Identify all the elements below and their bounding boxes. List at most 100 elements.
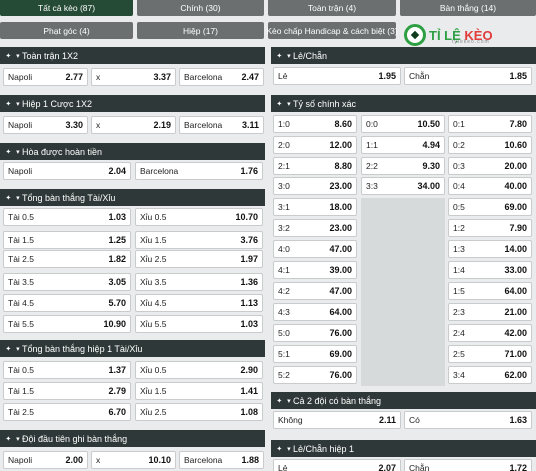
odds-cell[interactable]: 2:0 12.00 bbox=[273, 136, 357, 154]
odds-cell[interactable]: 0:3 20.00 bbox=[448, 157, 532, 175]
odds-cell[interactable]: 5:2 76.00 bbox=[273, 366, 357, 384]
tab-4[interactable]: Phạt góc (4) bbox=[0, 22, 133, 39]
tab-0[interactable]: Tất cả kèo (87) bbox=[0, 0, 133, 16]
odds-cell[interactable]: Napoli 2.04 bbox=[3, 162, 131, 180]
odds-cell[interactable]: 2:4 42.00 bbox=[448, 324, 532, 342]
odds-cell[interactable]: 5:0 76.00 bbox=[273, 324, 357, 342]
odds-cell[interactable]: Tài 2.5 6.70 bbox=[3, 403, 131, 421]
odds-cell[interactable]: Barcelona 3.11 bbox=[179, 116, 264, 134]
collapse-arrow-icon[interactable]: ▾ bbox=[287, 445, 291, 453]
odds-cell[interactable]: 0:4 40.00 bbox=[448, 177, 532, 195]
odds-cell[interactable]: Xỉu 3.5 1.36 bbox=[135, 273, 263, 291]
section-header[interactable]: ✦ ▾ Tỷ số chính xác bbox=[271, 95, 536, 112]
odds-cell[interactable]: 1:0 8.60 bbox=[273, 115, 357, 133]
tab-3[interactable]: Bàn thắng (14) bbox=[400, 0, 536, 16]
odds-cell[interactable]: Tài 1.5 2.79 bbox=[3, 382, 131, 400]
tab-2[interactable]: Toàn trận (4) bbox=[268, 0, 396, 16]
odds-cell[interactable]: 3:2 23.00 bbox=[273, 219, 357, 237]
odds-cell[interactable]: Tài 1.5 1.25 bbox=[3, 231, 131, 249]
pin-icon[interactable]: ✦ bbox=[5, 148, 12, 156]
odds-cell[interactable]: 2:2 9.30 bbox=[361, 157, 445, 175]
section-header[interactable]: ✦ ▾ Đội đầu tiên ghi bàn thắng bbox=[0, 430, 265, 447]
odds-cell[interactable]: Napoli 2.00 bbox=[3, 451, 88, 469]
odds-cell[interactable]: Barcelona 2.47 bbox=[179, 68, 264, 86]
odds-cell[interactable]: Xỉu 5.5 1.03 bbox=[135, 315, 263, 333]
collapse-arrow-icon[interactable]: ▾ bbox=[287, 52, 291, 60]
pin-icon[interactable]: ✦ bbox=[5, 100, 12, 108]
section-header[interactable]: ✦ ▾ Toàn trận 1X2 bbox=[0, 47, 265, 64]
odds-cell[interactable]: Tài 0.5 1.03 bbox=[3, 208, 131, 226]
odds-cell[interactable]: Barcelona 1.76 bbox=[135, 162, 263, 180]
pin-icon[interactable]: ✦ bbox=[276, 52, 283, 60]
pin-icon[interactable]: ✦ bbox=[5, 52, 12, 60]
odds-cell[interactable]: 1:5 64.00 bbox=[448, 282, 532, 300]
odds-cell[interactable]: x 2.19 bbox=[91, 116, 176, 134]
odds-cell[interactable]: 0:0 10.50 bbox=[361, 115, 445, 133]
section-header[interactable]: ✦ ▾ Hòa được hoàn tiền bbox=[0, 143, 265, 160]
odds-cell[interactable]: Tài 0.5 1.37 bbox=[3, 361, 131, 379]
odds-cell[interactable]: 1:3 14.00 bbox=[448, 240, 532, 258]
odds-cell[interactable]: Xỉu 4.5 1.13 bbox=[135, 294, 263, 312]
section-header[interactable]: ✦ ▾ Hiệp 1 Cược 1X2 bbox=[0, 95, 265, 112]
pin-icon[interactable]: ✦ bbox=[276, 100, 283, 108]
odds-cell[interactable]: 1:2 7.90 bbox=[448, 219, 532, 237]
pin-icon[interactable]: ✦ bbox=[5, 194, 12, 202]
pin-icon[interactable]: ✦ bbox=[276, 397, 283, 405]
collapse-arrow-icon[interactable]: ▾ bbox=[16, 435, 20, 443]
odds-cell[interactable]: Tài 4.5 5.70 bbox=[3, 294, 131, 312]
section-header[interactable]: ✦ ▾ Lẻ/Chẵn hiệp 1 bbox=[271, 440, 536, 457]
odds-cell[interactable]: 5:1 69.00 bbox=[273, 345, 357, 363]
collapse-arrow-icon[interactable]: ▾ bbox=[287, 100, 291, 108]
odds-cell[interactable]: 3:1 18.00 bbox=[273, 198, 357, 216]
collapse-arrow-icon[interactable]: ▾ bbox=[16, 100, 20, 108]
odds-cell[interactable]: Chẵn 1.72 bbox=[404, 459, 532, 471]
section-header[interactable]: ✦ ▾ Tổng bàn thắng hiệp 1 Tài/Xỉu bbox=[0, 340, 265, 357]
odds-cell[interactable]: 0:1 7.80 bbox=[448, 115, 532, 133]
odds-cell[interactable]: 2:3 21.00 bbox=[448, 303, 532, 321]
tab-6[interactable]: Kèo chấp Handicap & cách biệt (3) bbox=[266, 22, 398, 39]
odds-cell[interactable]: Barcelona 1.88 bbox=[179, 451, 264, 469]
pin-icon[interactable]: ✦ bbox=[276, 445, 283, 453]
collapse-arrow-icon[interactable]: ▾ bbox=[287, 397, 291, 405]
odds-cell[interactable]: 4:0 47.00 bbox=[273, 240, 357, 258]
odds-cell[interactable]: 4:1 39.00 bbox=[273, 261, 357, 279]
pin-icon[interactable]: ✦ bbox=[5, 435, 12, 443]
odds-cell[interactable]: Xỉu 1.5 3.76 bbox=[135, 231, 263, 249]
odds-cell[interactable]: 3:4 62.00 bbox=[448, 366, 532, 384]
odds-cell[interactable]: x 3.37 bbox=[91, 68, 176, 86]
section-header[interactable]: ✦ ▾ Tổng bàn thắng Tài/Xỉu bbox=[0, 189, 265, 206]
odds-cell[interactable]: 3:3 34.00 bbox=[361, 177, 445, 195]
odds-cell[interactable]: 3:0 23.00 bbox=[273, 177, 357, 195]
odds-cell[interactable]: 0:2 10.60 bbox=[448, 136, 532, 154]
collapse-arrow-icon[interactable]: ▾ bbox=[16, 194, 20, 202]
odds-cell[interactable]: x 10.10 bbox=[91, 451, 176, 469]
odds-cell[interactable]: 2:1 8.80 bbox=[273, 157, 357, 175]
odds-cell[interactable]: Xỉu 1.5 1.41 bbox=[135, 382, 263, 400]
pin-icon[interactable]: ✦ bbox=[5, 345, 12, 353]
tab-1[interactable]: Chính (30) bbox=[137, 0, 264, 16]
odds-cell[interactable]: 1:1 4.94 bbox=[361, 136, 445, 154]
odds-cell[interactable]: 4:2 47.00 bbox=[273, 282, 357, 300]
odds-cell[interactable]: Xỉu 2.5 1.08 bbox=[135, 403, 263, 421]
tab-5[interactable]: Hiệp (17) bbox=[137, 22, 264, 39]
section-header[interactable]: ✦ ▾ Lẻ/Chẵn bbox=[271, 47, 536, 64]
odds-cell[interactable]: Có 1.63 bbox=[404, 411, 532, 429]
odds-cell[interactable]: 0:5 69.00 bbox=[448, 198, 532, 216]
odds-cell[interactable]: 2:5 71.00 bbox=[448, 345, 532, 363]
odds-cell[interactable]: Xỉu 0.5 10.70 bbox=[135, 208, 263, 226]
odds-cell[interactable]: 1:4 33.00 bbox=[448, 261, 532, 279]
collapse-arrow-icon[interactable]: ▾ bbox=[16, 148, 20, 156]
odds-cell[interactable]: Xỉu 0.5 2.90 bbox=[135, 361, 263, 379]
odds-cell[interactable]: Napoli 3.30 bbox=[3, 116, 88, 134]
odds-cell[interactable]: Napoli 2.77 bbox=[3, 68, 88, 86]
odds-cell[interactable]: Không 2.11 bbox=[273, 411, 401, 429]
odds-cell[interactable]: Tài 2.5 1.82 bbox=[3, 250, 131, 268]
collapse-arrow-icon[interactable]: ▾ bbox=[16, 345, 20, 353]
section-header[interactable]: ✦ ▾ Cả 2 đội có bàn thắng bbox=[271, 392, 536, 409]
odds-cell[interactable]: Lẻ 1.95 bbox=[273, 67, 401, 85]
odds-cell[interactable]: Tài 5.5 10.90 bbox=[3, 315, 131, 333]
odds-cell[interactable]: Tài 3.5 3.05 bbox=[3, 273, 131, 291]
collapse-arrow-icon[interactable]: ▾ bbox=[16, 52, 20, 60]
odds-cell[interactable]: Chẵn 1.85 bbox=[404, 67, 532, 85]
odds-cell[interactable]: Xỉu 2.5 1.97 bbox=[135, 250, 263, 268]
